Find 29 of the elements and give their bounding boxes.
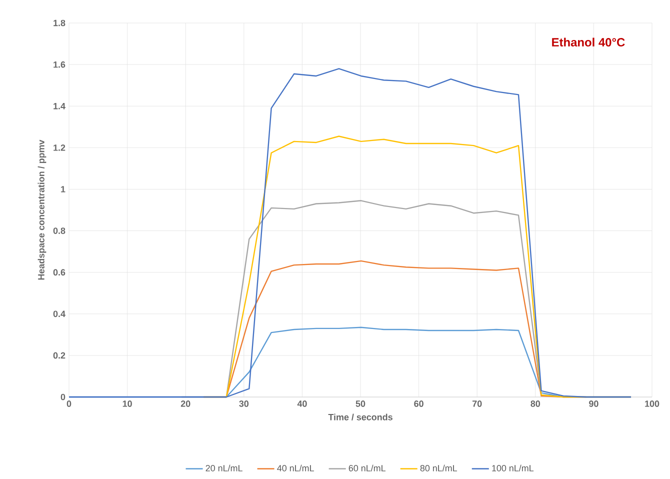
y-tick-label: 1.4 [54, 103, 66, 110]
y-axis-title: Headspace concentration / ppmv [38, 140, 46, 280]
x-tick-label: 90 [589, 400, 598, 407]
y-tick-label: 0.6 [53, 269, 66, 276]
y-tick-label: 1.6 [54, 61, 66, 68]
x-tick-label: 70 [472, 400, 482, 407]
y-tick-label: 0.4 [53, 310, 66, 318]
legend-label: 100 nL/mL [492, 464, 534, 472]
text: Ethanol 40°C [552, 38, 625, 47]
x-tick-label: 100 [645, 400, 660, 407]
x-tick-label: 30 [239, 400, 249, 407]
y-tick-label: 0 [60, 394, 66, 400]
y-tick-label: 1.8 [54, 20, 66, 26]
x-tick-label: 40 [297, 400, 307, 407]
x-axis-title: Time / seconds [328, 414, 392, 420]
x-tick-label: 60 [414, 400, 424, 407]
x-tick-label: 50 [356, 400, 366, 407]
y-tick-label: 0.8 [53, 228, 66, 234]
x-tick-label: 10 [122, 400, 132, 407]
legend-label: 60 nL/mL [348, 464, 386, 472]
y-tick-label: 1 [61, 186, 66, 192]
legend-label: 40 nL/mL [277, 464, 314, 472]
y-tick-label: 1.2 [54, 144, 66, 151]
x-tick-label: 80 [530, 400, 540, 407]
legend-label: 80 nL/mL [420, 464, 458, 472]
x-tick-label: 20 [180, 400, 190, 407]
legend-label: 20 nL/mL [206, 464, 242, 472]
x-tick-label: 0 [66, 400, 72, 407]
y-tick-label: 0.2 [53, 352, 66, 359]
